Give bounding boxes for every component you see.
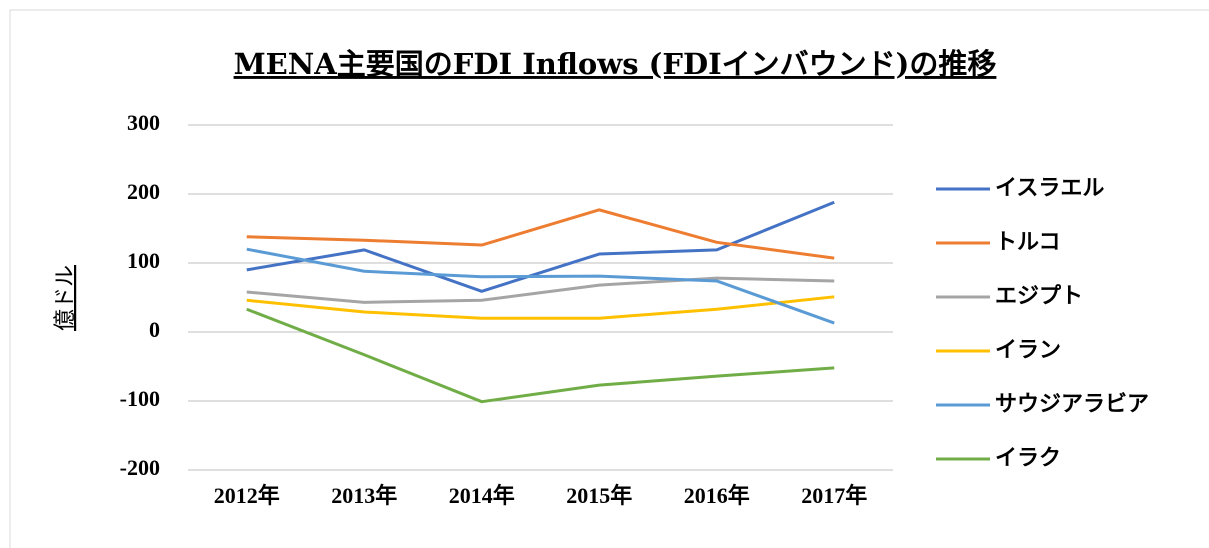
legend-label: イスラエル: [995, 175, 1104, 201]
series-line: [246, 276, 835, 304]
x-tick-label: 2017年: [801, 483, 867, 508]
x-tick-label: 2013年: [331, 483, 397, 508]
x-tick-label: 2015年: [566, 483, 632, 508]
series-line: [246, 200, 835, 293]
series-line: [246, 247, 835, 325]
y-tick-label: -100: [120, 386, 160, 411]
y-tick-label: 300: [127, 110, 160, 135]
x-tick-label: 2016年: [684, 483, 750, 508]
y-tick-label: 0: [149, 317, 160, 342]
chart-title: MENA主要国のFDI Inflows (FDIインバウンド)の推移: [234, 47, 997, 81]
y-tick-label: -200: [120, 455, 160, 480]
series-line: [246, 208, 835, 260]
x-tick-label: 2012年: [214, 483, 280, 508]
legend-label: エジプト: [995, 283, 1083, 309]
legend-label: サウジアラビア: [995, 391, 1149, 417]
series-line: [246, 295, 835, 320]
series-line: [246, 307, 835, 404]
y-tick-label: 200: [127, 179, 160, 204]
chart-border: [9, 9, 1209, 548]
legend-label: トルコ: [995, 229, 1061, 255]
x-tick-label: 2014年: [449, 483, 515, 508]
legend-label: イラク: [995, 445, 1061, 471]
y-tick-label: 100: [127, 248, 160, 273]
legend-label: イラン: [995, 337, 1061, 363]
y-axis-label: 億ドル: [53, 265, 78, 331]
